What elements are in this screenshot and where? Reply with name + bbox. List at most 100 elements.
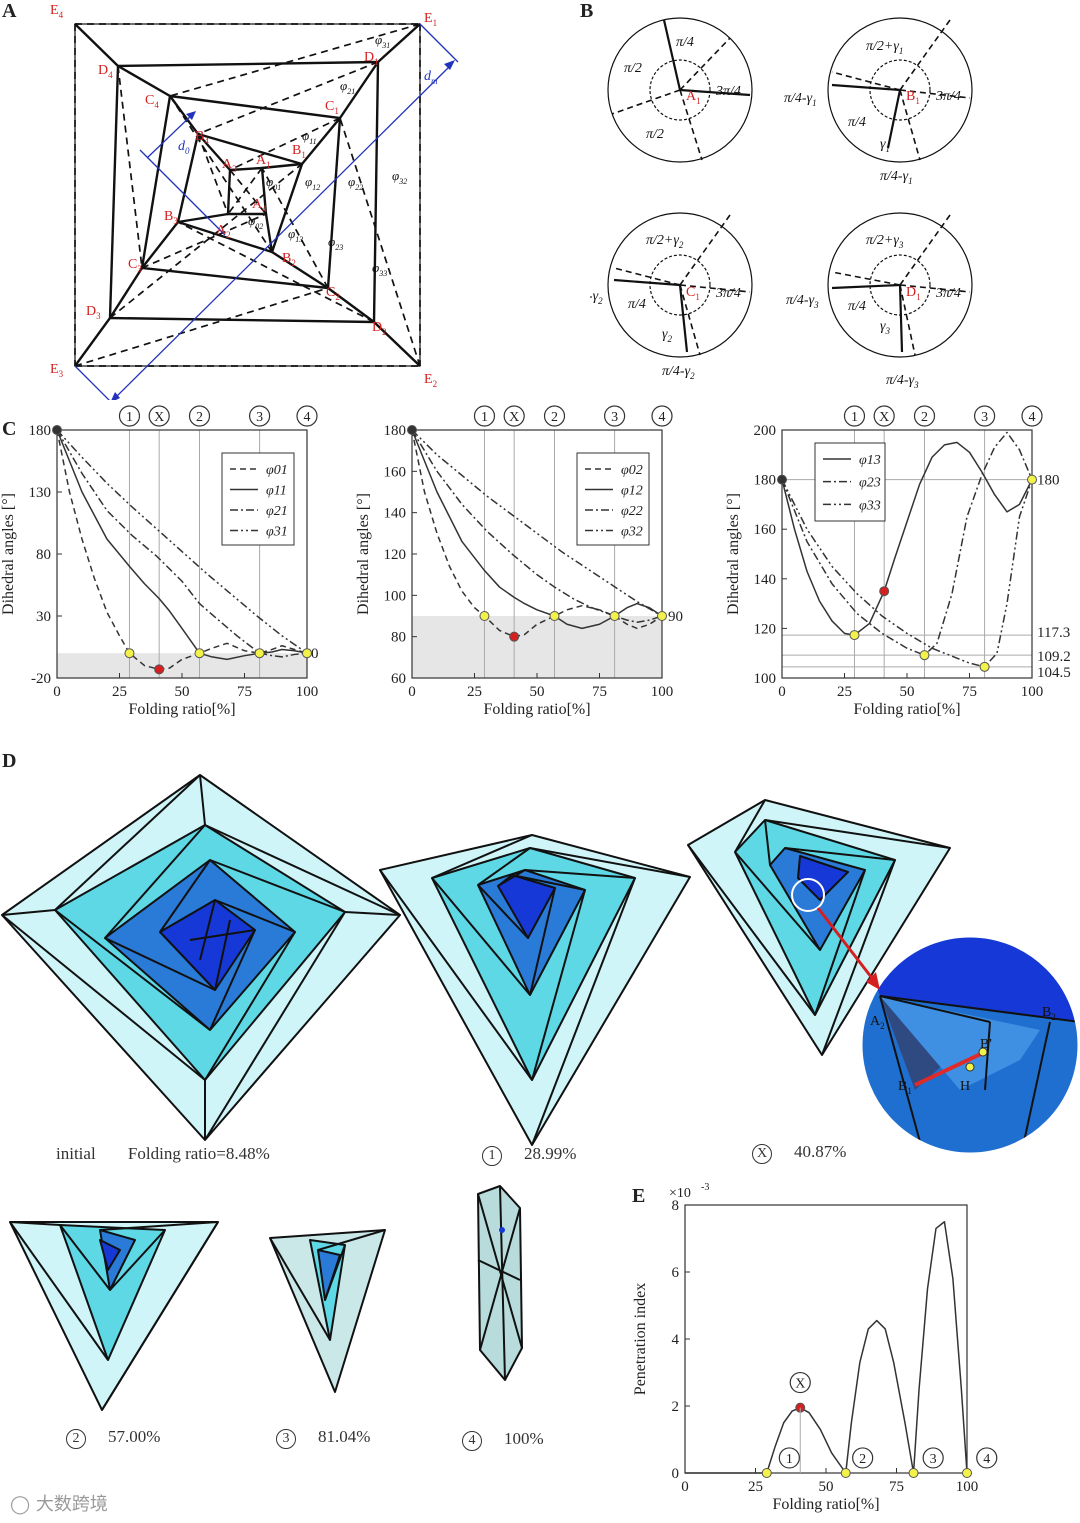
data-point [509,631,520,642]
b-c1-vertex: C1 [686,285,700,302]
x-tick-label: 50 [819,1479,834,1495]
angle-phi11: φ11 [302,128,317,146]
circled-marker-label: 2 [551,410,558,425]
b-a1-top: π/4 [676,35,694,50]
circled-marker-label: 4 [983,1452,990,1467]
zoom-detail [862,937,1078,1153]
caption-state-2: 2 57.00% [66,1427,160,1449]
watermark-icon: ◯ [10,1494,31,1515]
x-axis-label: Folding ratio[%] [128,701,235,718]
state-initial [1,774,401,1141]
series-φ22 [411,429,663,623]
series-φ31 [56,429,308,654]
angle-phi22: φ22 [348,174,363,192]
data-point [154,664,165,675]
right-value-label: 0 [311,646,319,662]
data-point [479,611,490,621]
label-a2: A2 [216,223,231,240]
caption-ratio-1: 28.99% [524,1144,577,1163]
angle-phi33: φ33 [372,260,387,278]
legend-entry: φ02 [621,463,643,478]
y-tick-label: 80 [36,547,51,563]
y-tick-label: 120 [754,621,777,637]
x-tick-label: 75 [889,1479,904,1495]
label-e2: E2 [424,372,437,389]
data-point [962,1468,972,1478]
circled-marker-label: 2 [921,410,928,425]
y-tick-label: 80 [391,630,406,646]
circled-marker [473,405,496,427]
circled-marker-label: 4 [1029,410,1036,425]
panel-label-d: D [2,750,17,772]
b-c1-gamma: γ2 [662,327,673,344]
caption-state-x: X 40.87% [752,1142,846,1164]
circled-marker [778,1447,800,1469]
angle-phi21: φ21 [340,78,355,96]
caption-state-4: 4 100% [462,1429,544,1451]
state-1 [379,834,691,1146]
data-point [879,586,890,597]
x-tick-label: 75 [237,684,252,700]
x-tick-label: 100 [651,684,674,700]
data-point [657,611,667,621]
label-a3: A3 [222,157,237,174]
series-φ32 [411,429,663,617]
label-c3: C3 [128,257,142,274]
x-tick-label: 50 [900,684,915,700]
circled-marker [852,1447,874,1469]
circled-marker-label: 3 [930,1452,937,1467]
circled-marker [188,405,211,427]
circled-marker [789,1371,811,1394]
label-b2: B2 [282,251,296,268]
legend-entry: φ23 [859,476,881,491]
data-point [777,474,787,485]
caption-ratio-3: 81.04% [318,1427,371,1446]
right-value-label: 109.2 [1037,649,1071,665]
caption-initial: initial Folding ratio=8.48% [56,1144,270,1164]
data-point [549,611,560,621]
label-b3: B3 [164,209,178,226]
x-tick-label: 25 [748,1479,763,1495]
legend-entry: φ31 [266,525,288,540]
caption-ratio-4: 100% [504,1429,544,1448]
circled-marker [922,1447,944,1469]
circled-marker-label: 3 [981,410,988,425]
exponent-power: -3 [701,1182,709,1193]
label-dm: dm [424,69,438,86]
y-axis-label: Dihedral angles [°] [0,493,17,615]
b-b1-gamma: γ1 [880,137,890,154]
circled-number-2: 2 [66,1429,86,1449]
x-tick-label: 100 [296,684,319,700]
circled-marker [296,405,318,427]
series-φ33 [781,479,1033,668]
state-2 [9,1221,219,1411]
circled-marker-label: 1 [786,1452,793,1467]
y-tick-label: 160 [384,464,407,480]
b-c1-top: π/2+γ2 [646,233,684,250]
caption-state-3: 3 81.04% [276,1427,370,1449]
caption-ratio-x: 40.87% [794,1142,847,1161]
caption-initial-ratio: Folding ratio=8.48% [127,1144,270,1163]
y-tick-label: 130 [29,485,52,501]
label-c1: C1 [325,99,339,116]
x-tick-label: 25 [467,684,482,700]
label-d2: D2 [372,320,387,337]
label-c2: C2 [326,285,340,302]
circled-marker [913,405,936,427]
label-a4: A4 [252,197,267,214]
y-tick-label: 8 [672,1198,680,1214]
y-tick-label: 200 [754,423,777,439]
data-point [609,611,620,621]
right-value-label: 117.3 [1037,625,1070,641]
series-φ02 [411,429,663,638]
vertex-angle-diagrams: π/4 π/2 3π/4 π/2 A1 π/2+γ1 3π/4 π/4-γ1 π… [590,17,973,390]
circled-marker [976,1447,998,1469]
label-d0: d0 [178,139,190,156]
circled-marker-label: 3 [256,410,263,425]
series-φ21 [56,429,308,658]
legend-entry: φ21 [266,504,288,519]
series-φ23 [781,431,1033,656]
circled-x-icon: X [752,1144,772,1164]
circled-marker-label: 4 [659,410,666,425]
